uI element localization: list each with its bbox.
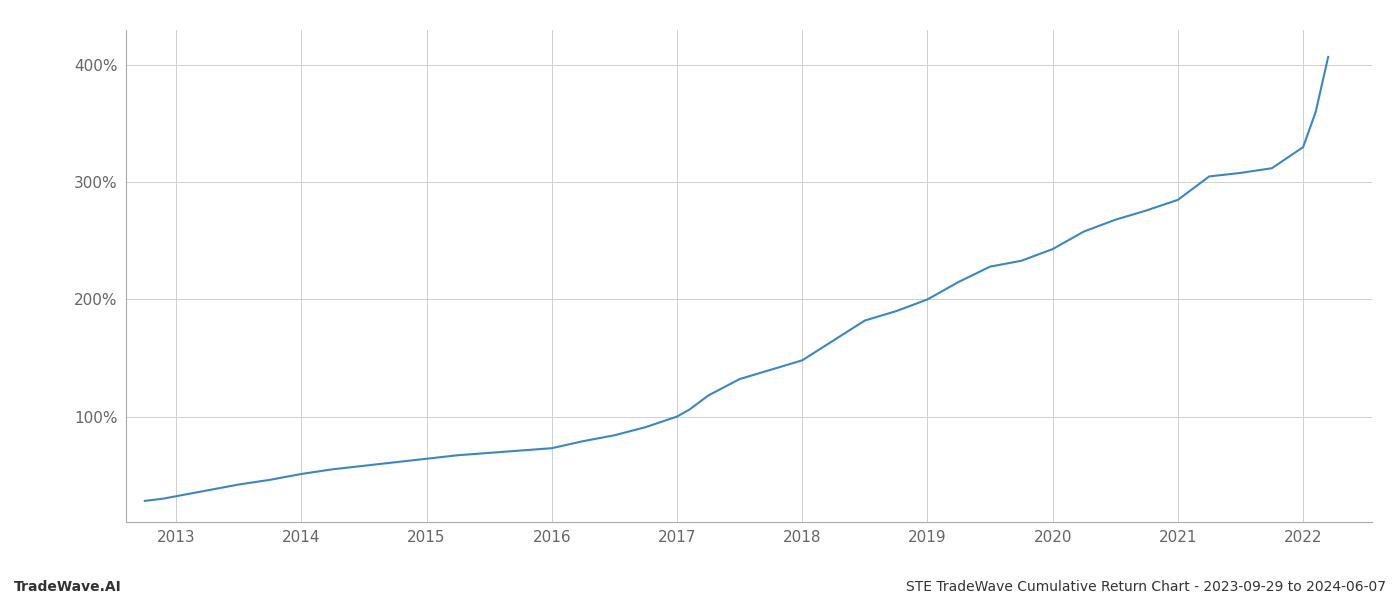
Text: STE TradeWave Cumulative Return Chart - 2023-09-29 to 2024-06-07: STE TradeWave Cumulative Return Chart - … (906, 580, 1386, 594)
Text: TradeWave.AI: TradeWave.AI (14, 580, 122, 594)
